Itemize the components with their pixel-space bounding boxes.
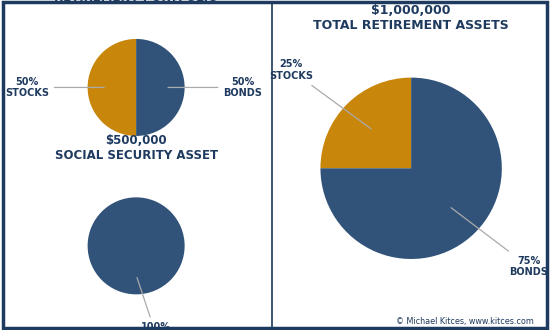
Title: $1,000,000
TOTAL RETIREMENT ASSETS: $1,000,000 TOTAL RETIREMENT ASSETS [314, 4, 509, 32]
Text: 50%
STOCKS: 50% STOCKS [5, 77, 104, 98]
Text: 50%
BONDS: 50% BONDS [168, 77, 262, 98]
Text: 75%
BONDS: 75% BONDS [451, 208, 548, 277]
Wedge shape [321, 78, 411, 168]
Text: © Michael Kitces, www.kitces.com: © Michael Kitces, www.kitces.com [395, 317, 534, 326]
Text: 100%
BONDS: 100% BONDS [136, 278, 175, 330]
Title: $500,000
RETIREMENT PORTFOLIO: $500,000 RETIREMENT PORTFOLIO [54, 0, 218, 4]
Wedge shape [87, 197, 185, 294]
Wedge shape [87, 39, 136, 136]
Wedge shape [136, 39, 185, 136]
Title: $500,000
SOCIAL SECURITY ASSET: $500,000 SOCIAL SECURITY ASSET [54, 134, 218, 162]
Text: 25%
STOCKS: 25% STOCKS [269, 59, 371, 129]
Wedge shape [321, 78, 502, 259]
